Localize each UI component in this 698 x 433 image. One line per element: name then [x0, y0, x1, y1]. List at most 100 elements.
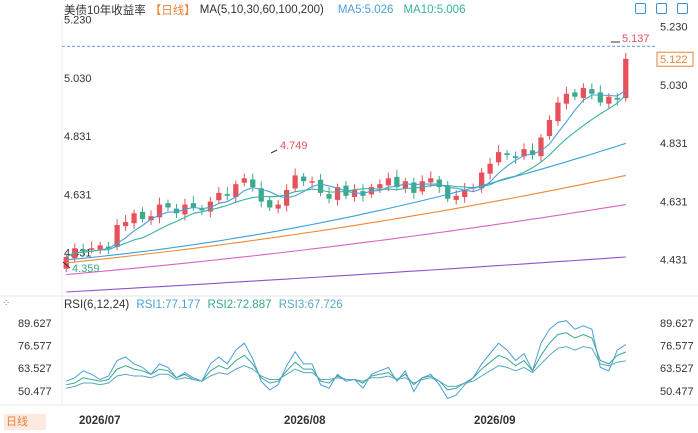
candle-body [275, 204, 281, 209]
candle-body [148, 216, 154, 221]
rsi1-value: RSI1:77.177 [136, 299, 201, 311]
mid-marker [270, 149, 278, 154]
candle-body [436, 179, 442, 188]
xtick-label: 2026/09 [474, 415, 516, 427]
candle-body [445, 185, 451, 199]
candle-body [258, 188, 264, 202]
candle-body [114, 224, 120, 247]
xtick-label: 2026/08 [284, 415, 326, 427]
candle-body [89, 248, 95, 250]
candle-body [105, 246, 112, 249]
rsi-ytick-right: 76.577 [660, 341, 694, 353]
candle-body [377, 184, 383, 189]
period-tag[interactable]: 【日线】 [149, 5, 196, 17]
last-price-tag-box [656, 51, 694, 67]
candle-body [72, 248, 78, 259]
ytick-right: 4.831 [660, 138, 688, 150]
ytick-right: 4.431 [660, 255, 688, 267]
candle-body [233, 184, 239, 197]
candle-body [487, 163, 493, 174]
candle-body [292, 175, 298, 189]
rsi-ytick-right: 89.627 [660, 318, 694, 330]
candle-body [326, 194, 332, 199]
candle-body [156, 204, 163, 218]
candle-body [199, 208, 205, 211]
candle-body [216, 192, 222, 201]
rsi2-value: RSI2:72.887 [207, 299, 272, 311]
candle-body [546, 120, 553, 137]
period-button[interactable]: 日线 [4, 414, 46, 430]
candle-body [394, 176, 400, 188]
candle-body [521, 149, 527, 157]
rsi-ytick-left: 63.527 [18, 363, 52, 375]
ytick-right: 5.230 [660, 22, 688, 34]
candle-body [309, 181, 315, 183]
ma5-line [65, 89, 627, 258]
rsi-series-line [66, 346, 626, 389]
candle-body [351, 189, 358, 197]
ma-indicator-label[interactable]: MA(5,10,30,60,100,200) [199, 4, 324, 16]
candle-body [572, 92, 578, 97]
candle-body [504, 153, 510, 155]
candle-body [529, 150, 536, 155]
candle-body [597, 92, 603, 103]
candle-body [334, 187, 341, 200]
ytick-right: 5.030 [660, 80, 688, 92]
rsi-series-line [66, 320, 627, 400]
rsi-ytick-left: 76.577 [18, 341, 52, 353]
ytick-left: 5.230 [64, 15, 92, 27]
candle-body [495, 152, 502, 163]
expand-icon[interactable] [635, 3, 646, 14]
ytick-left: 5.030 [64, 73, 92, 85]
candle-body [462, 189, 468, 197]
candle-body [207, 201, 213, 212]
candle-body [122, 222, 129, 227]
candle-body [190, 203, 197, 208]
candle-body [479, 172, 485, 189]
candle-body [623, 58, 629, 99]
candle-body [606, 96, 612, 104]
candle-body [241, 178, 247, 183]
ma200-line [66, 256, 626, 293]
fullscreen-icon[interactable] [656, 3, 667, 14]
ma10-line [65, 94, 627, 258]
candle-body [224, 194, 230, 196]
rsi-label[interactable]: RSI(6,12,24) [64, 299, 130, 311]
high-annotation: 5.137 [622, 33, 650, 45]
chart-header: 美债10年收益率 【日线】 MA(5,10,30,60,100,200) MA5… [64, 2, 469, 18]
ma60-line [66, 174, 626, 264]
last-price-tag: 5.122 [660, 54, 688, 66]
toolbar-icons [635, 3, 688, 14]
candle-body [453, 195, 459, 200]
candle-body [267, 200, 273, 208]
candle-body [614, 97, 620, 100]
candle-body [563, 93, 570, 104]
mid-annotation: 4.749 [280, 140, 308, 152]
candle-body [139, 211, 146, 220]
rsi-header: RSI(6,12,24) RSI1:77.177 RSI2:72.887 RSI… [64, 299, 343, 311]
xtick-label: 2026/07 [79, 415, 121, 427]
rsi-ytick-left: 50.477 [18, 386, 52, 398]
candle-body [97, 245, 103, 250]
candle-body [419, 181, 425, 192]
rsi-ytick-right: 63.527 [660, 363, 694, 375]
chart-title: 美债10年收益率 [64, 5, 146, 17]
ytick-left: 4.831 [64, 131, 92, 143]
ma5-value: MA5:5.026 [337, 4, 394, 16]
ytick-left: 4.631 [64, 189, 92, 201]
candle-body [589, 89, 595, 94]
candle-body [402, 181, 408, 189]
rsi-ytick-right: 50.477 [660, 386, 694, 398]
candle-body [555, 102, 561, 122]
candle-body [300, 176, 307, 182]
rsi3-value: RSI3:67.726 [278, 299, 343, 311]
settings-icon[interactable] [677, 3, 688, 14]
candle-body [173, 208, 180, 214]
low-annotation: 4.359 [72, 263, 100, 275]
drag-handle-icon[interactable]: ⁘ [2, 298, 11, 309]
candle-body [512, 156, 519, 158]
candle-body [250, 179, 256, 188]
candle-body [80, 249, 86, 252]
ma30-line [66, 142, 626, 261]
